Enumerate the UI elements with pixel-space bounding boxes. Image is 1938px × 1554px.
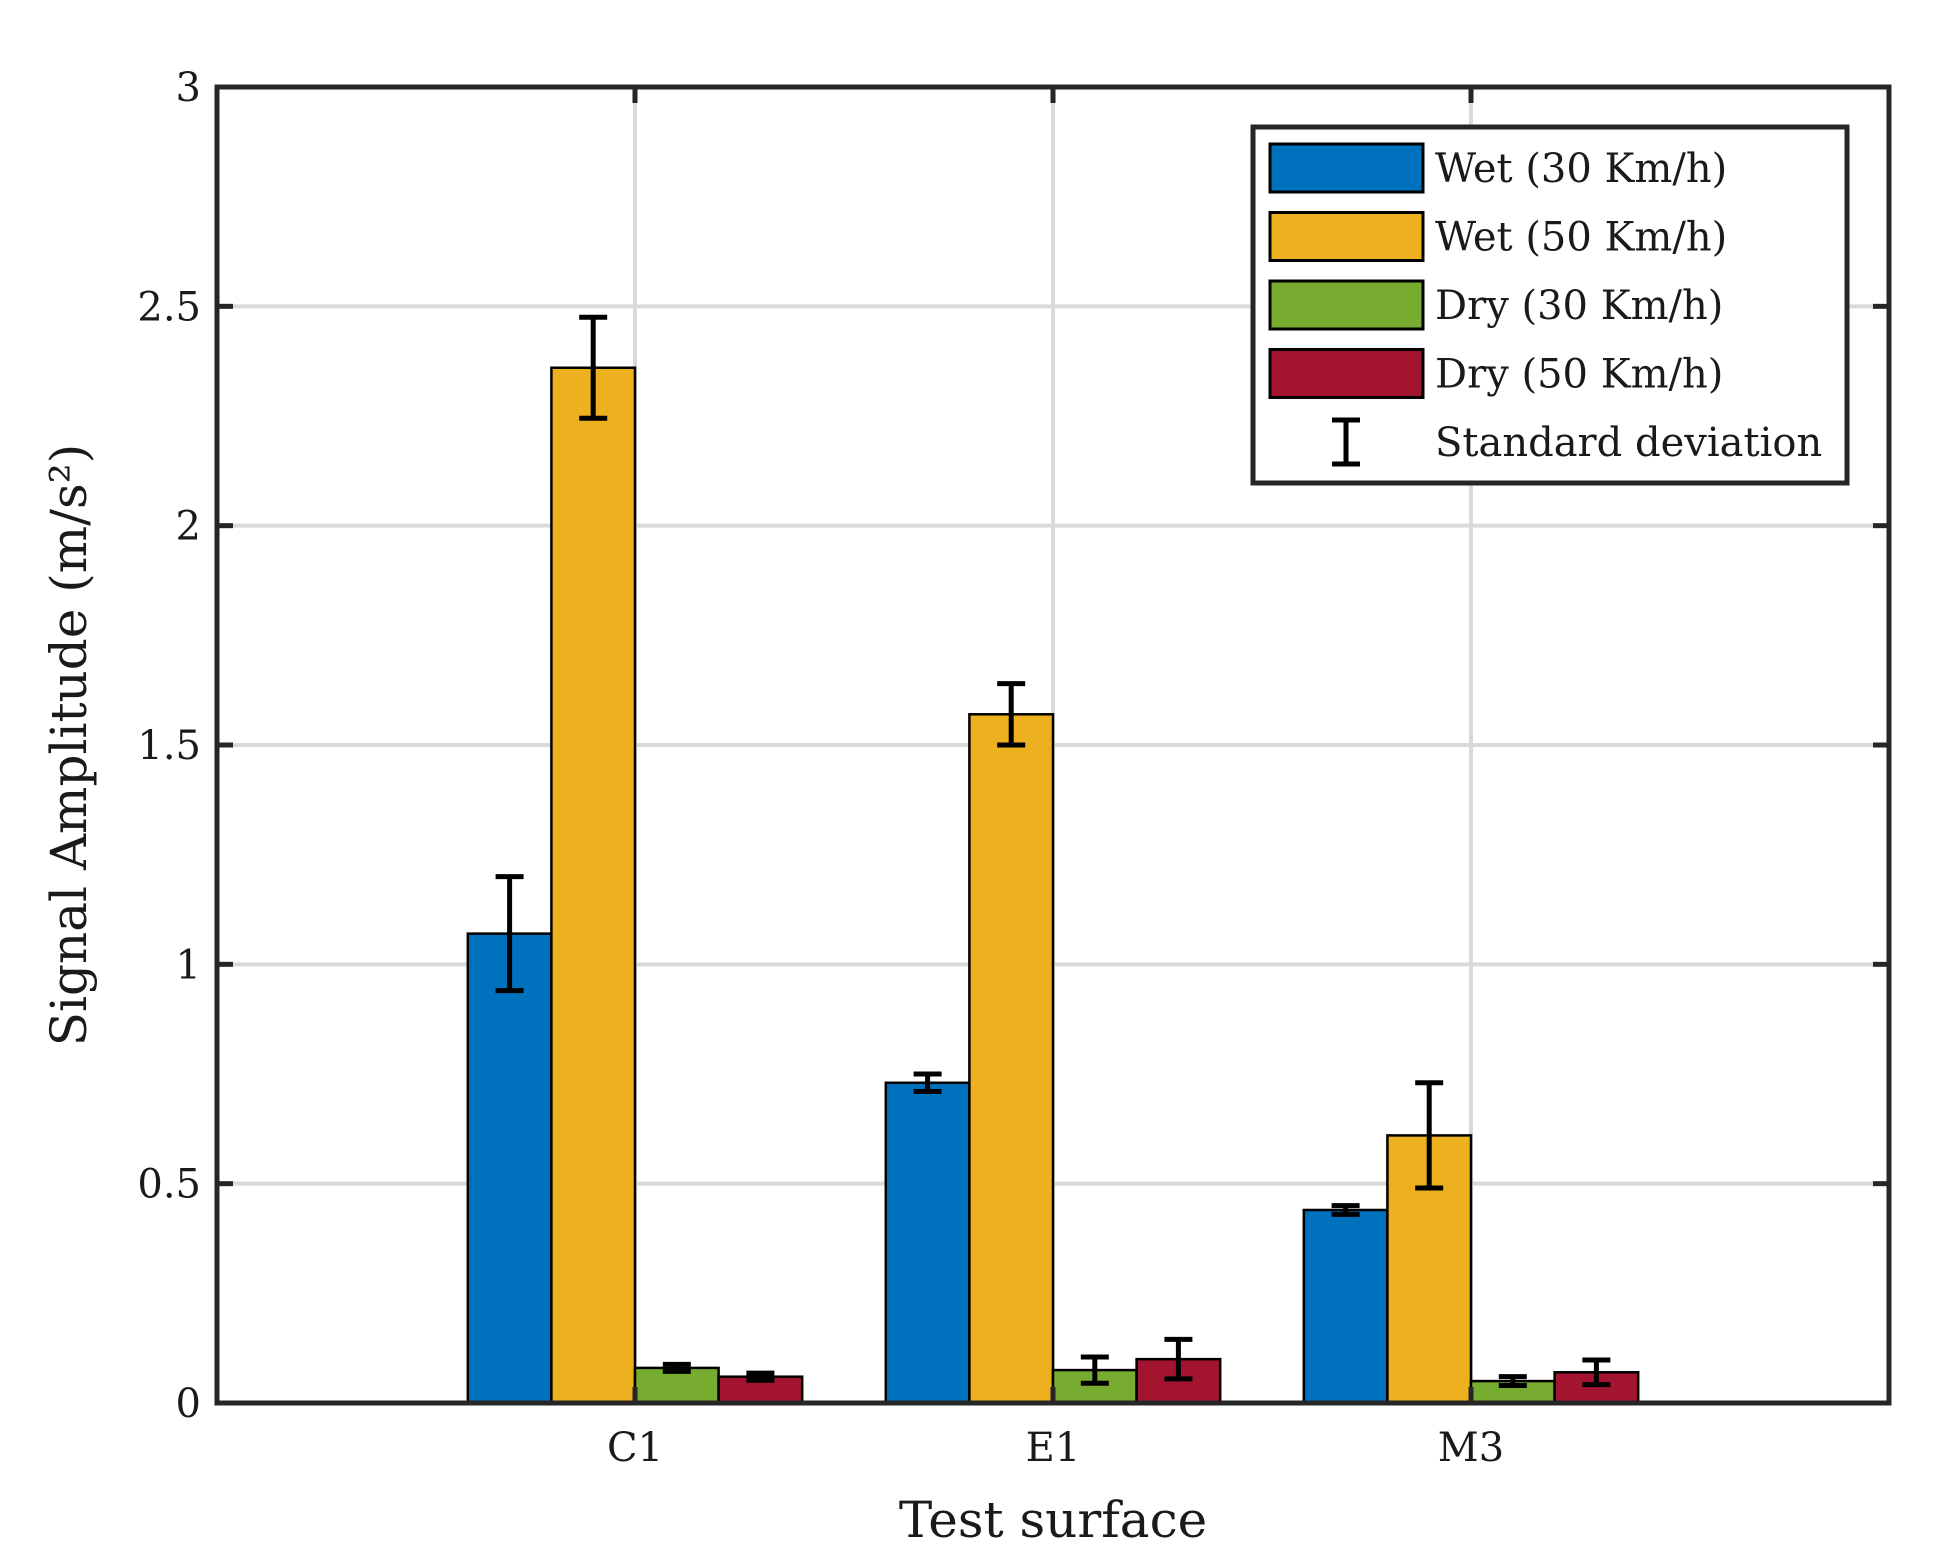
legend-swatch: [1268, 142, 1425, 194]
x-tick-label: C1: [607, 1425, 663, 1471]
legend-label: Standard deviation: [1435, 420, 1822, 466]
axis-ticks: [217, 84, 1889, 1406]
x-tick-label: E1: [1026, 1425, 1081, 1471]
error-bars: [495, 314, 1611, 1388]
legend-swatch: [1268, 348, 1425, 399]
y-tick-label: 0: [176, 1381, 201, 1427]
legend-label: Dry (30 Km/h): [1435, 283, 1723, 329]
y-axis-title: Signal Amplitude (m/s²): [40, 444, 98, 1046]
y-tick-label: 1.5: [137, 723, 201, 769]
bars: [466, 366, 1640, 1405]
y-tick-label: 2: [176, 504, 201, 550]
x-tick-labels: C1 E1 M3: [607, 1425, 1504, 1471]
y-tick-label: 0.5: [137, 1162, 201, 1208]
legend-swatch: [1268, 279, 1425, 331]
bar: [550, 366, 637, 1405]
bar: [466, 932, 553, 1405]
legend-label: Dry (50 Km/h): [1435, 352, 1723, 398]
x-axis-title: Test surface: [899, 1491, 1207, 1549]
y-tick-label: 3: [176, 65, 201, 111]
y-tick-label: 2.5: [137, 284, 201, 330]
legend: Wet (30 Km/h) Wet (50 Km/h) Dry (30 Km/h) D…: [1250, 124, 1850, 486]
legend-label: Wet (50 Km/h): [1435, 215, 1727, 261]
legend-label: Wet (30 Km/h): [1435, 146, 1727, 192]
bar: [884, 1081, 971, 1405]
legend-swatch: [1268, 211, 1425, 262]
y-tick-label: 1: [176, 942, 201, 988]
bar: [1302, 1208, 1389, 1405]
x-tick-label: M3: [1438, 1425, 1504, 1471]
y-tick-labels: 0 0.5 1 1.5 2 2.5 3: [137, 65, 201, 1427]
bar: [968, 713, 1055, 1405]
